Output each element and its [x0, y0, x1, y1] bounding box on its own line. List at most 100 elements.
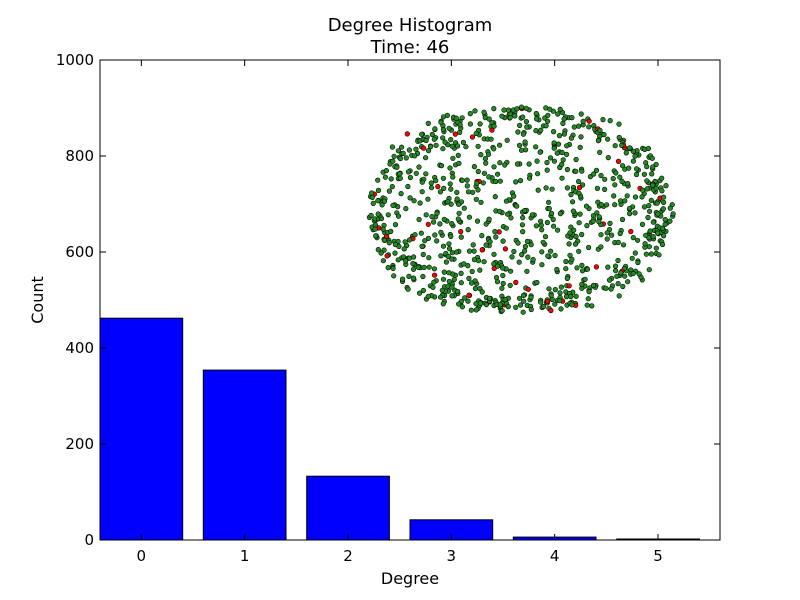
network-node [578, 111, 584, 117]
network-node [389, 184, 395, 190]
network-node [449, 284, 455, 290]
network-node [589, 303, 595, 309]
network-node [369, 190, 375, 196]
network-node [648, 197, 654, 203]
network-node [659, 225, 666, 231]
network-node [608, 232, 615, 238]
network-node [644, 186, 650, 192]
network-node [438, 229, 444, 235]
network-node [455, 152, 461, 158]
network-node [552, 301, 558, 307]
network-node [576, 248, 582, 254]
network-node [653, 245, 659, 251]
network-node [543, 123, 549, 129]
network-node [420, 287, 427, 294]
network-node [534, 171, 541, 177]
network-node [520, 215, 526, 221]
network-node [386, 188, 393, 194]
network-node [385, 265, 391, 271]
network-node [402, 239, 408, 245]
network-node [547, 155, 554, 161]
network-node [390, 158, 396, 164]
network-node [461, 261, 467, 267]
network-node [602, 176, 608, 182]
y-tick-label: 600 [65, 243, 94, 261]
network-node [554, 266, 560, 273]
network-node [659, 175, 665, 181]
network-node [569, 114, 575, 121]
network-node [607, 117, 613, 124]
network-node [558, 306, 564, 312]
network-node [634, 237, 641, 243]
network-node [380, 226, 386, 232]
network-node [485, 151, 492, 157]
network-node [582, 276, 588, 282]
network-node [644, 178, 650, 184]
network-node [488, 136, 494, 142]
bar-degree-2 [306, 475, 390, 541]
network-node [463, 144, 469, 150]
network-node [509, 254, 515, 260]
network-node [417, 200, 423, 206]
network-node [434, 210, 440, 216]
y-axis-ticks: 0 200 400 600 800 1000 [56, 51, 720, 549]
network-node [428, 143, 434, 150]
network-node [412, 232, 418, 238]
network-node [526, 175, 533, 181]
network-node [440, 276, 447, 282]
network-node [552, 287, 558, 293]
network-node [375, 198, 381, 204]
network-node [392, 241, 399, 248]
network-node [453, 115, 459, 121]
network-node [438, 294, 444, 300]
network-node [495, 263, 501, 269]
network-node [431, 266, 438, 272]
network-node-highlighted [593, 264, 600, 270]
network-node [604, 136, 611, 142]
network-node [385, 212, 391, 218]
network-node [431, 219, 437, 225]
network-node [446, 270, 452, 276]
network-node [620, 283, 626, 290]
network-node [465, 298, 471, 304]
network-node [375, 177, 381, 183]
network-node [458, 280, 464, 286]
network-node [614, 273, 620, 279]
network-node [577, 211, 583, 217]
network-node [596, 214, 602, 220]
network-node [597, 127, 603, 133]
network-node [430, 284, 436, 290]
network-node [632, 250, 638, 256]
network-node [525, 254, 531, 260]
network-node [403, 206, 409, 212]
network-node [617, 230, 623, 237]
network-node [405, 169, 412, 175]
network-node [419, 243, 425, 249]
network-node [391, 153, 397, 159]
network-node [606, 277, 613, 283]
network-node [533, 144, 539, 150]
network-node [584, 223, 590, 229]
network-node [593, 167, 600, 173]
network-node [545, 112, 551, 118]
network-node [515, 240, 521, 246]
network-node [423, 212, 429, 218]
network-node [590, 218, 596, 224]
network-node [450, 155, 456, 161]
network-node [518, 104, 525, 110]
network-node [571, 124, 577, 130]
bar-degree-0 [99, 317, 184, 541]
network-node [616, 293, 622, 299]
network-node [370, 200, 376, 206]
network-node [647, 228, 653, 234]
network-node [375, 187, 382, 193]
network-node [539, 249, 545, 255]
network-node [395, 213, 402, 219]
network-node [539, 262, 545, 268]
network-node [660, 199, 667, 205]
network-node [601, 186, 608, 192]
network-node [503, 225, 509, 231]
network-node [407, 195, 413, 201]
network-node [556, 133, 563, 139]
